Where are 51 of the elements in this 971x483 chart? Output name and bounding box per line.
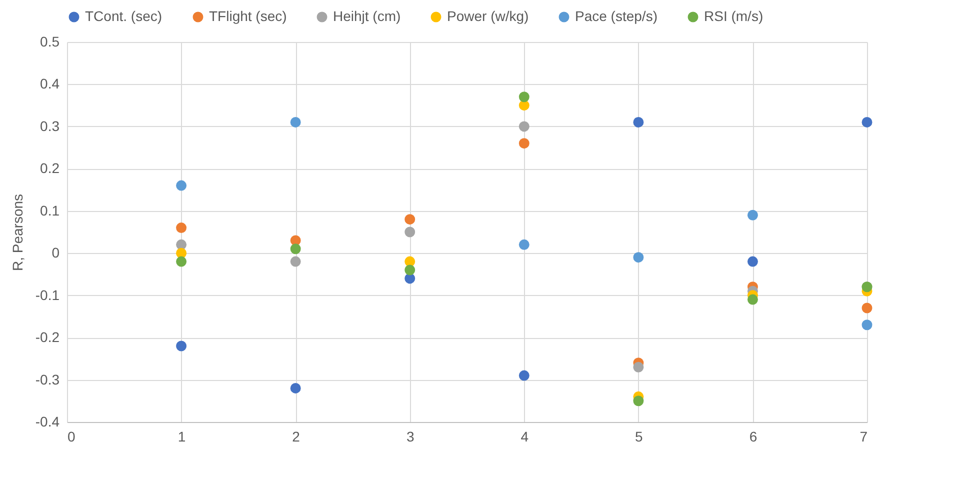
point — [404, 264, 416, 276]
point — [518, 239, 530, 250]
point — [404, 214, 416, 225]
point — [176, 222, 187, 234]
point — [176, 256, 187, 267]
x-tick-label: 7 — [860, 428, 868, 444]
point — [404, 226, 416, 238]
point — [747, 294, 758, 305]
y-tick-label: 0 — [52, 244, 60, 261]
x-tick-label: 2 — [292, 428, 300, 444]
point — [290, 382, 301, 394]
point — [176, 180, 187, 191]
y-axis-title: R, Pearsons — [9, 194, 26, 272]
legend-label: TFlight (sec) — [209, 8, 287, 24]
point — [290, 256, 301, 267]
point — [518, 138, 530, 149]
x-tick-label: 5 — [635, 428, 644, 444]
y-tick-label: 0.4 — [40, 76, 60, 92]
y-tick-label: 0.2 — [40, 160, 60, 176]
y-tick-label: -0.2 — [35, 329, 60, 346]
legend-label: Pace (step/s) — [575, 8, 658, 24]
point — [633, 252, 644, 263]
point — [290, 244, 301, 254]
x-tick-label: 6 — [749, 428, 758, 444]
x-tick-label: 4 — [520, 428, 529, 444]
point — [633, 362, 644, 372]
y-tick-label: -0.3 — [35, 371, 60, 388]
x-tick-label: 1 — [178, 428, 186, 444]
legend-label: Power (w/kg) — [447, 8, 529, 24]
y-tick-label: 0.3 — [40, 118, 60, 134]
legend-label: RSI (m/s) — [704, 8, 764, 24]
x-tick-label: 0 — [68, 428, 76, 444]
point — [518, 370, 530, 381]
point — [633, 116, 644, 128]
y-tick-label: 0.5 — [40, 34, 60, 50]
point — [633, 396, 644, 406]
point — [862, 116, 872, 128]
point — [290, 116, 301, 128]
legend-label: Heihjt (cm) — [333, 8, 401, 24]
y-tick-label: -0.1 — [35, 286, 60, 303]
point — [862, 302, 872, 314]
x-tick-label: 3 — [406, 428, 414, 444]
point — [176, 340, 187, 352]
point — [747, 210, 758, 220]
y-tick-label: -0.4 — [35, 414, 60, 430]
point — [862, 320, 872, 330]
y-tick-label: 0.1 — [40, 202, 60, 218]
point — [518, 121, 530, 132]
point — [518, 92, 530, 102]
legend-label: TCont. (sec) — [85, 8, 162, 24]
point — [747, 256, 758, 267]
